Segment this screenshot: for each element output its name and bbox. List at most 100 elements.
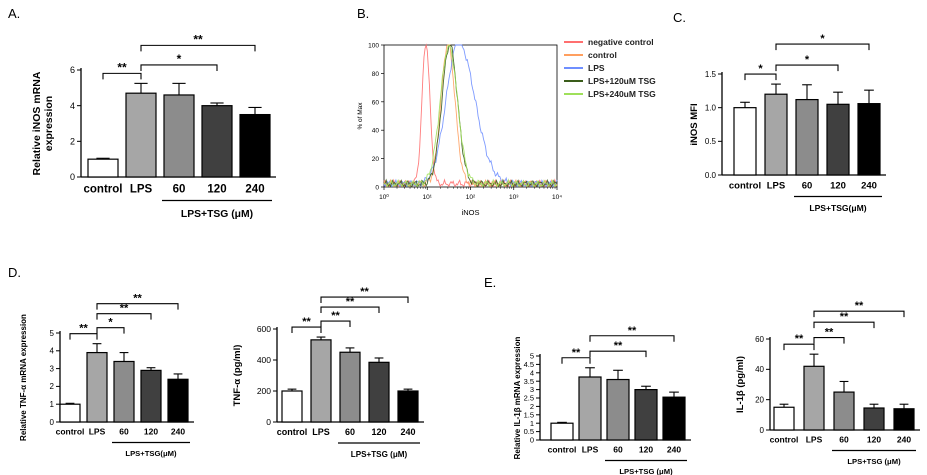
significance-bracket bbox=[589, 335, 675, 342]
bar-control bbox=[773, 406, 795, 431]
significance-label: ** bbox=[79, 323, 88, 335]
y-tick-label: 20 bbox=[372, 156, 380, 163]
category-label: 240 bbox=[861, 181, 877, 192]
y-tick-label: 3.5 bbox=[524, 377, 534, 386]
y-axis-label-line: expression bbox=[43, 96, 55, 151]
bar-control bbox=[550, 422, 574, 441]
significance-bracket bbox=[320, 320, 351, 328]
bar-control bbox=[87, 158, 119, 178]
significance-label: ** bbox=[855, 300, 864, 312]
bar-LPS bbox=[125, 92, 157, 178]
bar-60 bbox=[833, 391, 855, 431]
bar-control bbox=[733, 107, 757, 176]
category-label: LPS bbox=[582, 445, 599, 455]
group-label: LPS+TSG (μM) bbox=[847, 457, 901, 466]
category-label: 60 bbox=[802, 181, 813, 192]
bar-LPS bbox=[310, 339, 332, 423]
legend-entry: negative control bbox=[588, 37, 654, 47]
bar-120 bbox=[140, 369, 162, 423]
significance-bracket bbox=[744, 73, 777, 81]
significance-label: ** bbox=[840, 311, 849, 323]
significance-bracket bbox=[775, 43, 870, 51]
plot-frame bbox=[383, 44, 558, 188]
y-tick-label: 1.5 bbox=[705, 70, 717, 79]
category-label: 120 bbox=[207, 184, 226, 196]
x-tick-label: 10¹ bbox=[423, 194, 433, 201]
bar-LPS bbox=[764, 93, 788, 176]
x-axis-label: iNOS bbox=[462, 208, 480, 217]
panel-label-d: D. bbox=[8, 265, 21, 280]
bar-control bbox=[281, 390, 303, 423]
significance-bracket bbox=[96, 313, 152, 320]
bar-120 bbox=[634, 389, 658, 441]
significance-label: ** bbox=[614, 340, 623, 352]
category-label: 60 bbox=[345, 427, 355, 437]
x-tick-label: 10³ bbox=[509, 194, 519, 201]
y-tick-label: 1.5 bbox=[524, 410, 534, 419]
bar-240 bbox=[397, 390, 419, 423]
significance-label: ** bbox=[628, 325, 637, 337]
significance-label: ** bbox=[795, 333, 804, 345]
y-tick-label: 4 bbox=[70, 101, 75, 111]
category-label: 60 bbox=[173, 184, 186, 196]
significance-label: ** bbox=[360, 286, 369, 298]
category-label: 120 bbox=[830, 181, 846, 192]
y-tick-label: 0 bbox=[266, 417, 271, 427]
panel-label-e: E. bbox=[484, 275, 496, 290]
y-tick-label: 40 bbox=[755, 365, 764, 374]
category-label: 60 bbox=[839, 435, 849, 445]
y-axis-label: Relative IL-1β mRNA expression bbox=[513, 336, 522, 459]
significance-bracket bbox=[320, 306, 380, 314]
y-axis-label: TNF-α (pg/ml) bbox=[232, 345, 243, 407]
category-label: control bbox=[277, 427, 308, 437]
y-axis-label: Relative iNOS mRNAexpression bbox=[31, 71, 55, 175]
y-tick-label: 400 bbox=[257, 355, 271, 365]
significance-label: * bbox=[805, 54, 810, 66]
bar-240 bbox=[662, 396, 686, 441]
y-tick-label: 2 bbox=[50, 382, 55, 391]
significance-label: ** bbox=[346, 296, 355, 308]
category-label: 240 bbox=[400, 427, 415, 437]
group-label: LPS+TSG(μM) bbox=[125, 449, 177, 458]
y-tick-label: 0 bbox=[760, 426, 765, 435]
y-axis-label-line: Relative TNF-α mRNA expression bbox=[19, 314, 28, 441]
significance-label: ** bbox=[120, 303, 129, 315]
significance-label: ** bbox=[825, 327, 834, 339]
charts: 0 2 4 6 Relative iNOS mRNAexpression control L… bbox=[19, 32, 920, 475]
y-tick-label: 4 bbox=[530, 368, 534, 377]
y-axis-label-line: Relative IL-1β mRNA expression bbox=[513, 336, 522, 459]
significance-label: * bbox=[177, 52, 182, 66]
legend-entry: LPS+240uM TSG bbox=[588, 89, 656, 99]
bar-60 bbox=[606, 378, 630, 441]
significance-bracket bbox=[96, 303, 179, 310]
category-label: LPS bbox=[806, 435, 823, 445]
category-label: control bbox=[56, 427, 85, 437]
x-tick-label: 10² bbox=[466, 194, 476, 201]
category-label: 60 bbox=[119, 427, 129, 437]
bar-60 bbox=[113, 360, 135, 423]
y-axis-label-line: TNF-α (pg/ml) bbox=[232, 345, 243, 407]
y-tick-label: 3 bbox=[530, 385, 534, 394]
y-axis-label: IL-1β (pg/ml) bbox=[735, 356, 746, 413]
group-label: LPS+TSG(μM) bbox=[809, 203, 866, 213]
bar-120 bbox=[863, 407, 885, 431]
y-tick-label: 600 bbox=[257, 324, 271, 334]
y-tick-label: 0 bbox=[50, 418, 55, 427]
category-label: 120 bbox=[144, 427, 158, 437]
significance-bracket bbox=[140, 64, 218, 71]
significance-label: ** bbox=[572, 347, 581, 359]
significance-bracket bbox=[589, 350, 647, 358]
category-label: LPS bbox=[312, 427, 330, 437]
y-tick-label: 1.0 bbox=[705, 103, 717, 112]
category-label: control bbox=[548, 445, 577, 455]
category-label: 240 bbox=[897, 435, 911, 445]
y-tick-label: 1 bbox=[530, 419, 534, 428]
significance-bracket bbox=[140, 44, 256, 52]
y-tick-label: 200 bbox=[257, 386, 271, 396]
category-label: 240 bbox=[171, 427, 185, 437]
y-tick-label: 100 bbox=[368, 43, 379, 50]
significance-bracket bbox=[320, 296, 409, 304]
bar-120 bbox=[826, 103, 850, 176]
panel-label-b: B. bbox=[357, 6, 369, 21]
category-label: LPS bbox=[767, 181, 785, 192]
